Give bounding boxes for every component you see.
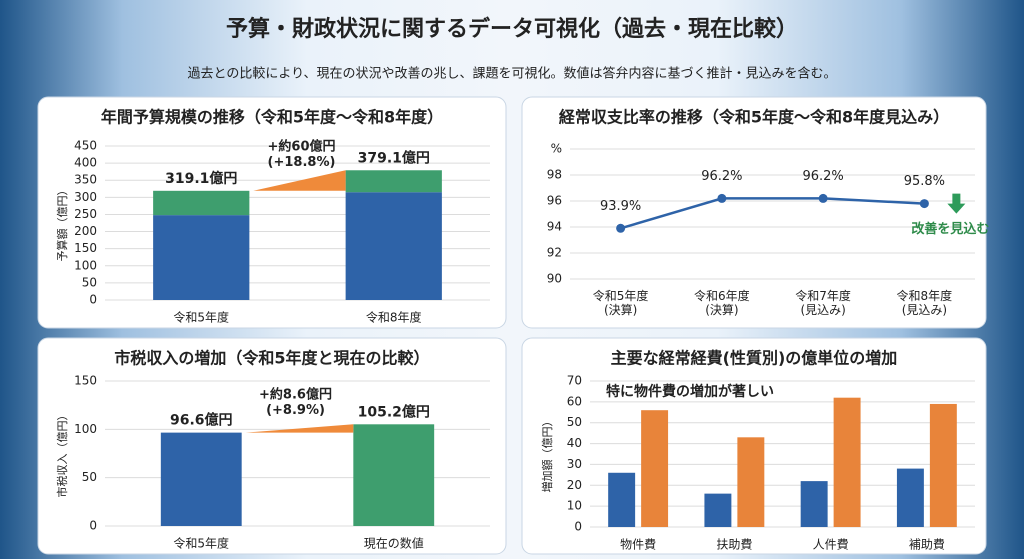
x-tick-label: 令和8年度(見込み) (897, 287, 953, 316)
y-tick-label: 50 (82, 275, 97, 289)
down-arrow (947, 193, 966, 214)
y-tick-label: 40 (567, 436, 582, 450)
x-tick-label: 令和6年度(決算) (694, 287, 750, 316)
value-label: 96.2% (701, 169, 742, 184)
bar (353, 424, 435, 526)
annotation: +約8.6億円(+8.9%) (259, 386, 332, 418)
y-tick-label: 250 (74, 207, 97, 221)
y-tick-label: % (551, 142, 562, 156)
y-tick-label: 94 (547, 220, 562, 234)
bar (641, 410, 669, 527)
y-tick-label: 150 (74, 241, 97, 255)
page-subtitle: 過去との比較により、現在の状況や改善の兆し、課題を可視化。数値は答弁内容に基づく… (187, 66, 836, 82)
value-label: 93.9% (600, 199, 641, 214)
page-title: 予算・財政状況に関するデータ可視化（過去・現在比較） (226, 16, 798, 42)
bar (608, 472, 636, 527)
point (717, 193, 727, 203)
y-tick-label: 0 (574, 520, 582, 534)
chart-title: 市税収入の増加（令和5年度と現在の比較） (114, 349, 429, 368)
y-tick-label: 150 (74, 374, 97, 388)
x-tick-label: 令和5年度 (173, 310, 229, 325)
x-tick-label: 令和8年度 (366, 310, 422, 325)
y-tick-label: 200 (74, 224, 97, 238)
x-tick-label: 令和5年度(決算) (593, 287, 649, 316)
y-tick-label: 90 (547, 272, 562, 286)
y-tick-label: 350 (74, 173, 97, 187)
bar (737, 437, 765, 527)
y-axis-label: 市税収入（億円） (55, 410, 69, 498)
y-tick-label: 0 (89, 519, 97, 533)
bar (833, 397, 861, 527)
panel (521, 96, 987, 329)
annotation: 改善を見込む (911, 221, 989, 237)
y-tick-label: 400 (74, 156, 97, 170)
y-tick-label: 70 (567, 374, 582, 388)
y-tick-label: 100 (74, 258, 97, 272)
y-axis-label: 増加額（億円） (541, 416, 554, 493)
chart-title: 経常収支比率の推移（令和5年度〜令和8年度見込み） (559, 108, 949, 127)
bar-segment (153, 215, 250, 300)
bar-segment (345, 170, 442, 193)
total-label: 379.1億円 (358, 149, 430, 166)
y-tick-label: 300 (74, 190, 97, 204)
y-tick-label: 100 (74, 422, 97, 436)
bar-segment (153, 190, 250, 216)
y-tick-label: 20 (567, 478, 582, 492)
y-tick-label: 0 (89, 293, 97, 307)
value-label: 96.6億円 (170, 412, 233, 429)
total-label: 319.1億円 (165, 170, 237, 187)
annotation: +約60億円(+18.8%) (268, 138, 336, 170)
x-tick-label: 扶助費 (716, 537, 752, 552)
increase-wedge (245, 424, 354, 433)
point (616, 223, 626, 233)
y-tick-label: 60 (567, 394, 582, 408)
x-tick-label: 補助費 (909, 537, 945, 552)
y-axis-label: 予算額（億円） (55, 185, 69, 262)
x-tick-label: 令和7年度(見込み) (795, 287, 851, 316)
point (818, 193, 828, 203)
increase-wedge (253, 170, 346, 191)
y-tick-label: 50 (82, 470, 97, 484)
value-label: 96.2% (802, 169, 843, 184)
bar-segment (345, 192, 442, 300)
point (919, 199, 929, 209)
y-tick-label: 96 (547, 194, 562, 208)
bar (929, 403, 957, 527)
y-tick-label: 10 (567, 499, 582, 513)
chart-title: 主要な経常経費(性質別)の億単位の増加 (611, 349, 898, 368)
y-tick-label: 50 (567, 415, 582, 429)
bar (896, 468, 924, 527)
y-tick-label: 450 (74, 139, 97, 153)
bar (160, 432, 242, 526)
panel (37, 337, 507, 555)
x-tick-label: 現在の数値 (364, 536, 424, 551)
value-label: 95.8% (904, 174, 945, 189)
x-tick-label: 人件費 (813, 537, 849, 552)
x-tick-label: 令和5年度 (173, 536, 229, 551)
annotation: 特に物件費の増加が著しい (606, 383, 774, 400)
value-label: 105.2億円 (358, 403, 430, 420)
bar (800, 481, 828, 527)
y-tick-label: 30 (567, 457, 582, 471)
y-tick-label: 98 (547, 168, 562, 182)
x-tick-label: 物件費 (620, 537, 656, 552)
y-tick-label: 92 (547, 246, 562, 260)
chart-title: 年間予算規模の推移（令和5年度〜令和8年度） (101, 108, 443, 127)
line (620, 197, 925, 230)
bar (704, 493, 732, 527)
